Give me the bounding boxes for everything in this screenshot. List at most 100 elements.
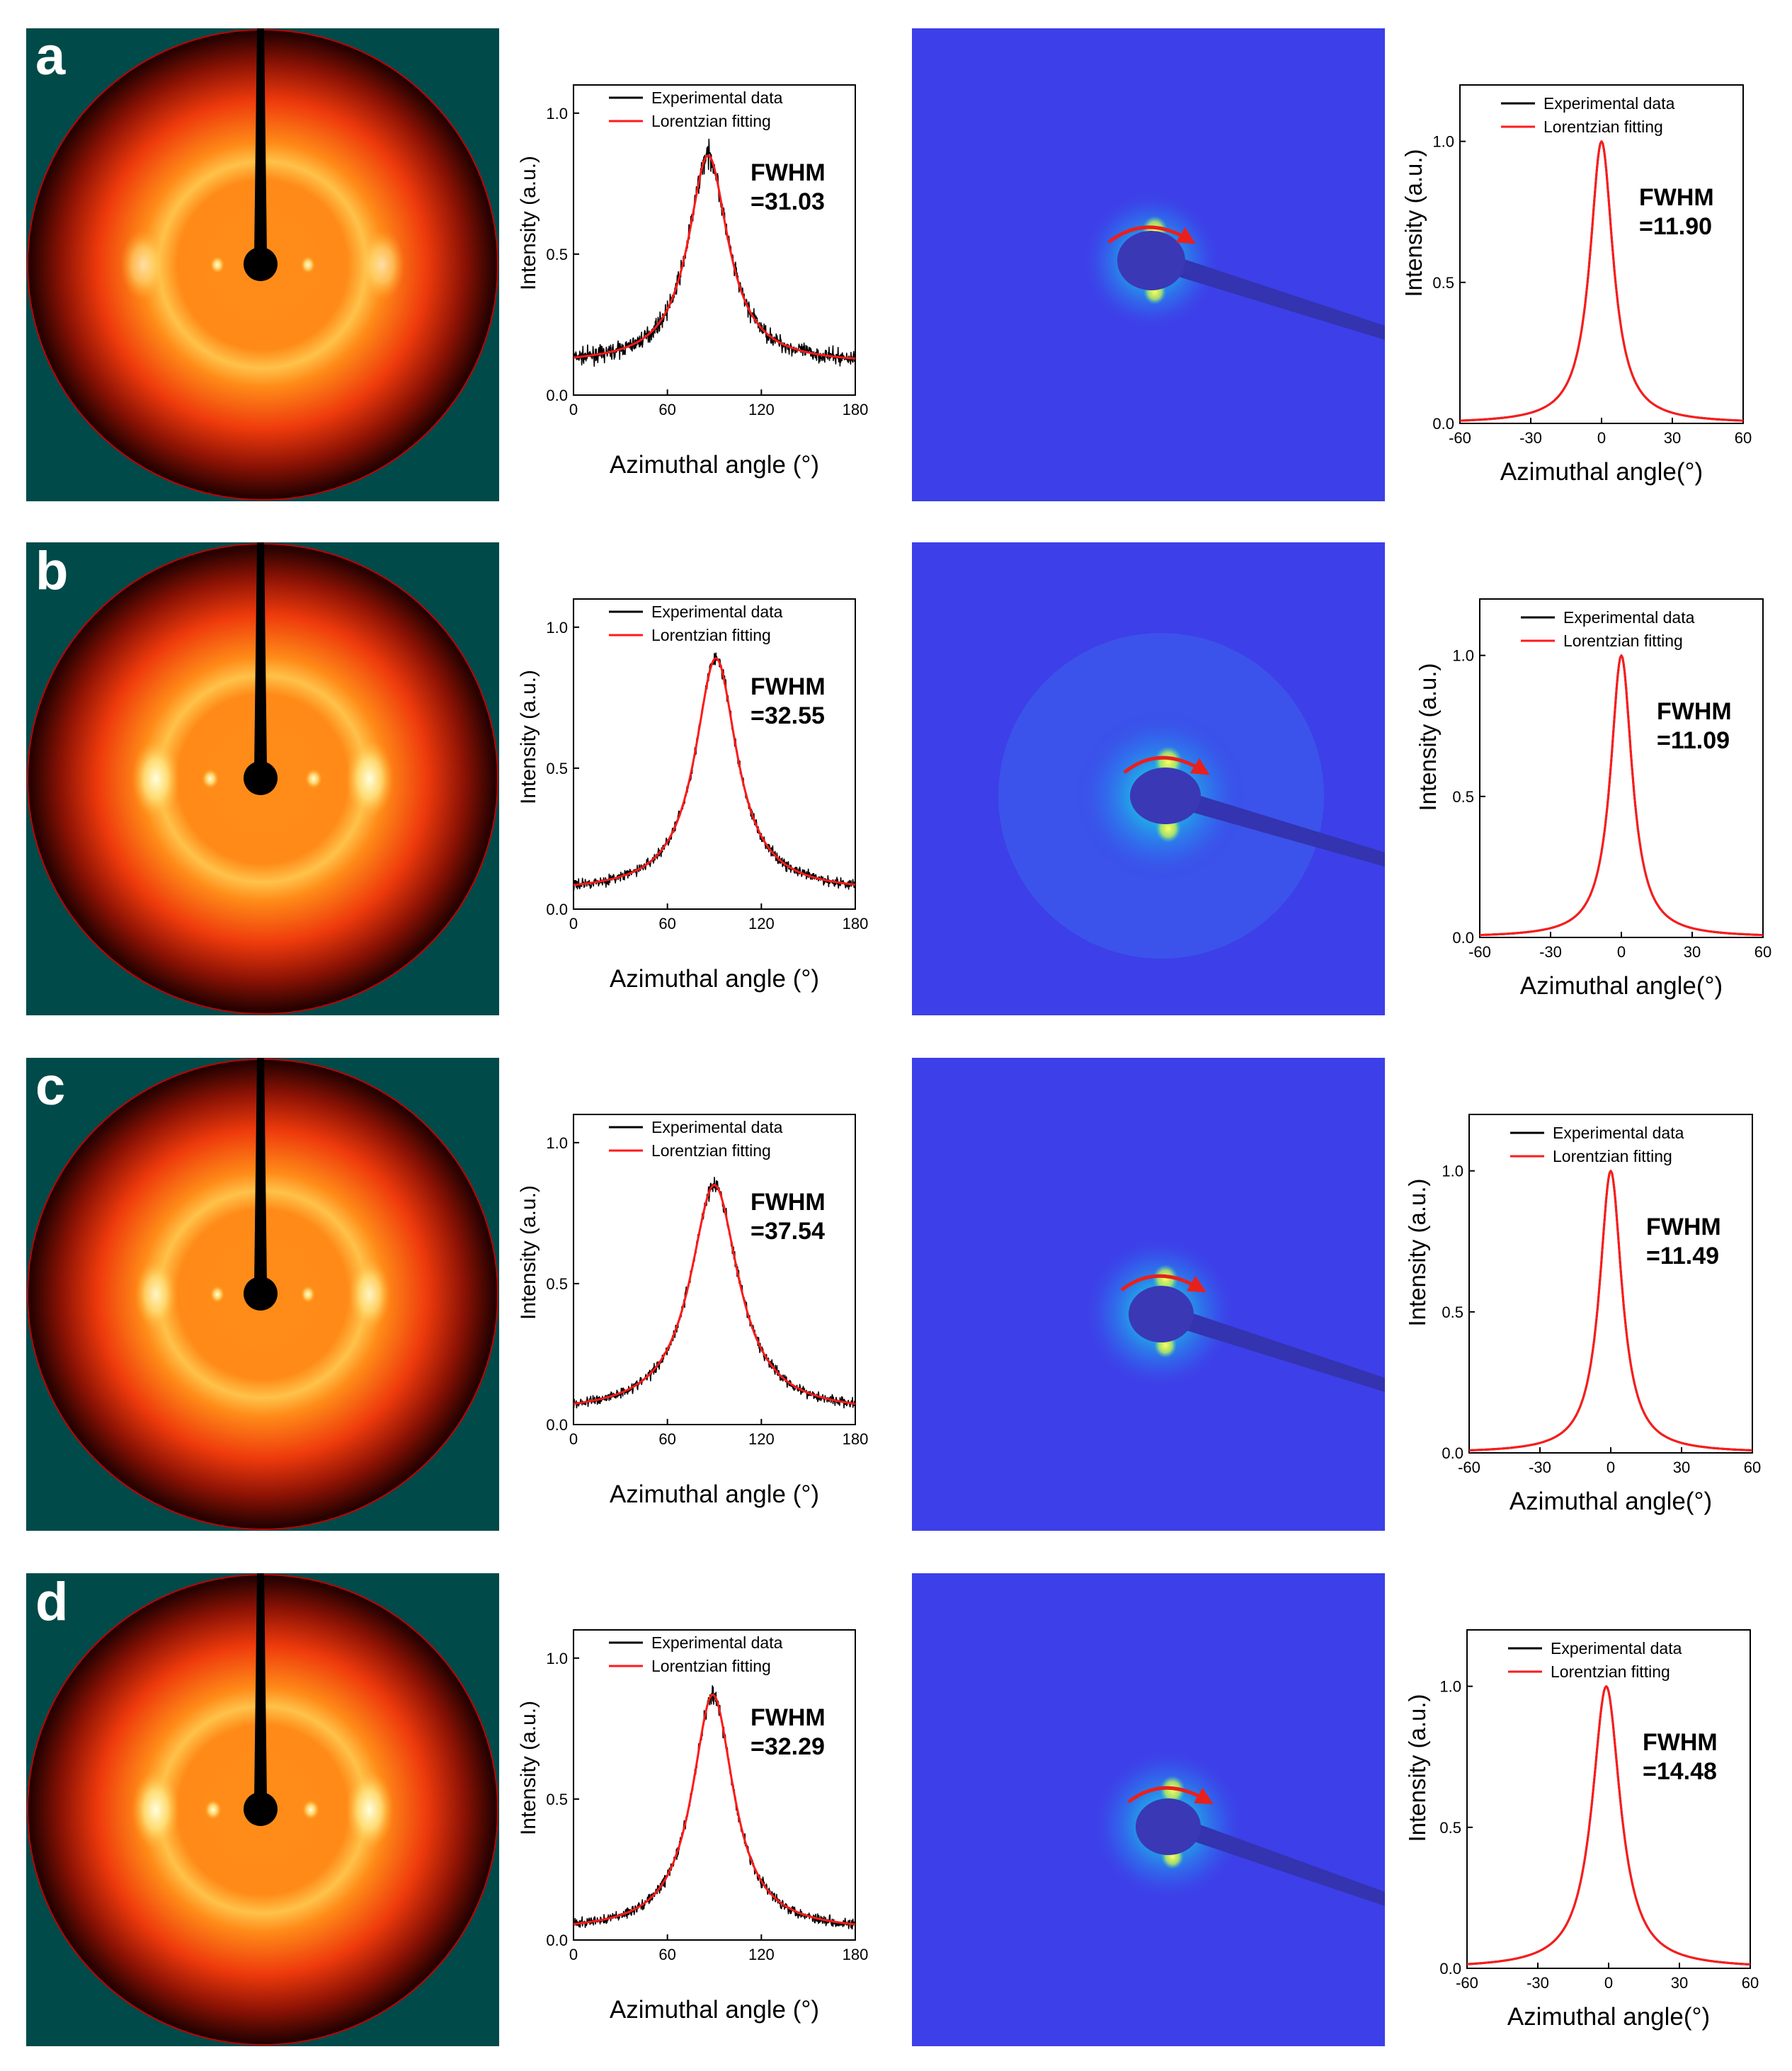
- y-tick-label: 0.0: [546, 1416, 568, 1434]
- panel-label-c: c: [35, 1056, 65, 1117]
- y-tick-label: 0.5: [1432, 274, 1454, 292]
- x-tick-label: -60: [1468, 943, 1491, 961]
- x-tick-label: 30: [1673, 1459, 1690, 1476]
- series-experimental: [1480, 654, 1763, 937]
- chart-area: -60 -30 0 30 60 0.0 0.5 1.0: [1439, 1678, 1759, 1992]
- y-axis-label: Intensity (a.u.): [517, 1701, 540, 1835]
- legend-fit: Lorentzian fitting: [651, 626, 771, 644]
- x-axis-label: Azimuthal angle(°): [1520, 972, 1723, 1000]
- saxs-pattern-a: [912, 28, 1385, 501]
- x-tick-label: 0: [569, 1946, 578, 1963]
- series-experimental: [1460, 140, 1743, 422]
- legend: Experimental data Lorentzian fitting: [1501, 94, 1675, 136]
- fwhm-line: =11.09: [1657, 727, 1730, 754]
- x-tick-label: 120: [748, 1946, 775, 1963]
- chart-area: -60 -30 0 30 60 0.0 0.5 1.0: [1442, 1163, 1761, 1476]
- series-lorentzian-fit: [573, 1694, 856, 1926]
- waxs-plot-d: Intensity (a.u.) 0 60 120 180 0.0 0.5 1.0 Expe…: [517, 1629, 868, 2024]
- y-axis-label: Intensity (a.u.): [517, 1185, 540, 1320]
- x-axis-label: Azimuthal angle (°): [610, 1480, 819, 1508]
- fwhm-line: =31.03: [751, 188, 825, 215]
- fwhm-annotation: FWHM =31.03: [751, 159, 826, 215]
- y-tick-label: 0.5: [1439, 1819, 1461, 1837]
- y-tick-label: 0.5: [546, 1791, 568, 1808]
- y-axis-label: Intensity (a.u.): [517, 670, 540, 804]
- panel-label-b: b: [35, 541, 68, 601]
- legend-experimental: Experimental data: [651, 1633, 783, 1652]
- x-tick-label: 180: [843, 1946, 869, 1963]
- chart-area: 0 60 120 180 0.0 0.5 1.0: [546, 1134, 868, 1448]
- series-experimental: [1466, 1685, 1751, 1966]
- y-tick-label: 0.5: [546, 760, 568, 777]
- y-tick-label: 1.0: [546, 619, 568, 637]
- saxs-pattern-d: [912, 1573, 1385, 2046]
- fwhm-annotation: FWHM =37.54: [751, 1189, 826, 1245]
- x-tick-label: 0: [569, 1430, 578, 1448]
- fwhm-line: FWHM: [1639, 184, 1714, 211]
- waxs-plot-c: Intensity (a.u.) 0 60 120 180 0.0 0.5 1.0 Expe…: [517, 1114, 868, 1508]
- panel-label-d: d: [35, 1572, 68, 1632]
- legend: Experimental data Lorentzian fitting: [1508, 1639, 1682, 1681]
- y-tick-label: 1.0: [1432, 133, 1454, 151]
- x-axis-label: Azimuthal angle (°): [610, 451, 819, 479]
- y-tick-label: 0.0: [546, 1932, 568, 1949]
- waxs-pattern-a: [26, 28, 499, 501]
- x-tick-label: -30: [1519, 429, 1542, 447]
- series-experimental: [573, 652, 856, 891]
- y-tick-label: 0.0: [546, 387, 568, 404]
- saxs-pattern-b: [912, 542, 1385, 1015]
- y-tick-label: 1.0: [1439, 1678, 1461, 1696]
- y-tick-label: 1.0: [1442, 1163, 1463, 1180]
- x-tick-label: -30: [1529, 1459, 1551, 1476]
- y-tick-label: 0.0: [1439, 1960, 1461, 1978]
- legend-fit: Lorentzian fitting: [651, 112, 771, 130]
- x-tick-label: 180: [843, 915, 869, 932]
- saxs-plot-b: Intensity (a.u.) -60 -30 0 30 60 0.0 0.5 1.0 Ex…: [1415, 598, 1771, 1000]
- x-tick-label: 0: [1604, 1974, 1613, 1992]
- fwhm-line: =11.90: [1639, 213, 1712, 240]
- y-tick-label: 0.0: [1442, 1444, 1463, 1462]
- y-axis-label: Intensity (a.u.): [1415, 663, 1441, 811]
- legend-experimental: Experimental data: [651, 89, 783, 107]
- legend-experimental: Experimental data: [1551, 1639, 1682, 1658]
- chart-area: 0 60 120 180 0.0 0.5 1.0: [546, 1650, 868, 1963]
- series-lorentzian-fit: [1468, 1170, 1753, 1451]
- legend-fit: Lorentzian fitting: [1551, 1662, 1670, 1681]
- x-tick-label: 180: [843, 1430, 869, 1448]
- chart-area: 0 60 120 180 0.0 0.5 1.0: [546, 619, 868, 932]
- y-tick-label: 0.5: [1452, 788, 1474, 806]
- x-tick-label: -60: [1456, 1974, 1478, 1992]
- legend: Experimental data Lorentzian fitting: [609, 1118, 783, 1160]
- x-tick-label: -60: [1449, 429, 1471, 447]
- fwhm-annotation: FWHM =14.48: [1643, 1729, 1718, 1785]
- series-lorentzian-fit: [573, 154, 856, 360]
- row-d: Intensity (a.u.) 0 60 120 180 0.0 0.5 1.0 Expe…: [26, 1572, 1759, 2046]
- y-axis-label: Intensity (a.u.): [1404, 1178, 1430, 1326]
- fwhm-line: =32.29: [751, 1733, 825, 1760]
- legend-fit: Lorentzian fitting: [1553, 1147, 1672, 1165]
- fwhm-line: FWHM: [751, 673, 826, 700]
- legend: Experimental data Lorentzian fitting: [609, 603, 783, 644]
- x-tick-label: 120: [748, 1430, 775, 1448]
- x-tick-label: 0: [1606, 1459, 1615, 1476]
- y-tick-label: 0.5: [1442, 1303, 1463, 1321]
- panel-label-a: a: [35, 26, 66, 86]
- waxs-plot-a: Intensity (a.u.) 0 60 120 180 0.0 0.5 1.0 Expe…: [517, 84, 869, 479]
- legend-experimental: Experimental data: [651, 603, 783, 621]
- y-axis-label: Intensity (a.u.): [517, 156, 540, 290]
- y-tick-label: 0.5: [546, 246, 568, 263]
- fwhm-annotation: FWHM =32.29: [751, 1704, 826, 1760]
- x-axis-label: Azimuthal angle(°): [1500, 458, 1703, 486]
- x-tick-label: 60: [658, 1946, 675, 1963]
- fwhm-annotation: FWHM =11.49: [1646, 1214, 1721, 1270]
- series-lorentzian-fit: [1480, 654, 1763, 937]
- legend-fit: Lorentzian fitting: [1563, 632, 1683, 650]
- fwhm-line: =11.49: [1646, 1243, 1719, 1270]
- x-axis-label: Azimuthal angle (°): [610, 1996, 819, 2024]
- y-tick-label: 1.0: [1452, 647, 1474, 665]
- fwhm-line: FWHM: [751, 159, 826, 186]
- x-tick-label: 180: [843, 401, 869, 418]
- x-tick-label: 60: [658, 401, 675, 418]
- saxs-pattern-c: [912, 1058, 1385, 1531]
